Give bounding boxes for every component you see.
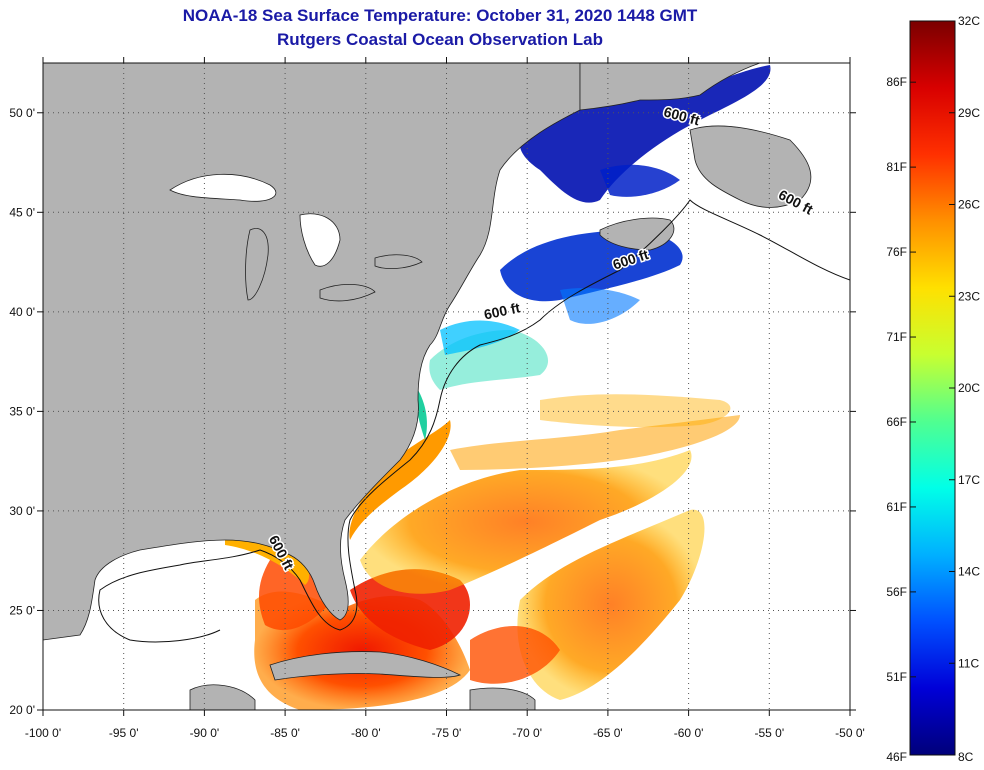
colorbar-celsius-label: 14C [958, 565, 980, 579]
colorbar-fahrenheit-label: 81F [886, 160, 907, 174]
lon-tick-label: -50 0' [835, 726, 865, 740]
lat-tick-label: 20 0' [9, 703, 35, 717]
lon-tick-label: -85 0' [270, 726, 300, 740]
colorbar-fahrenheit-label: 46F [886, 750, 907, 764]
colorbar-celsius-label: 32C [958, 14, 980, 28]
lon-tick-label: -95 0' [109, 726, 139, 740]
colorbar-celsius-label: 17C [958, 473, 980, 487]
colorbar-fahrenheit-label: 86F [886, 75, 907, 89]
colorbar-celsius-label: 29C [958, 106, 980, 120]
latitude-labels: 20 0' 25 0' 30 0' 35 0' 40 0' 45 0' 50 0' [9, 106, 35, 717]
map-layers [43, 63, 850, 710]
map-subtitle: Rutgers Coastal Ocean Observation Lab [277, 30, 603, 49]
colorbar-fahrenheit-label: 51F [886, 670, 907, 684]
lat-tick-label: 30 0' [9, 504, 35, 518]
lon-tick-label: -60 0' [674, 726, 704, 740]
colorbar-labels: 32C 29C 26C 23C 20C 17C 14C 11C 8C 86F 81F 76F 71F 66… [886, 14, 980, 764]
lon-tick-label: -80 0' [351, 726, 381, 740]
great-lakes [169, 173, 423, 302]
lon-tick-label: -55 0' [754, 726, 784, 740]
colorbar-fahrenheit-label: 71F [886, 330, 907, 344]
colorbar-fahrenheit-label: 66F [886, 415, 907, 429]
lat-tick-label: 45 0' [9, 205, 35, 219]
colorbar-celsius-label: 23C [958, 289, 980, 303]
colorbar-fahrenheit-label: 56F [886, 585, 907, 599]
lon-tick-label: -100 0' [25, 726, 61, 740]
colorbar-celsius-label: 8C [958, 750, 974, 764]
colorbar [909, 20, 956, 756]
isobath-600ft-line [98, 199, 850, 643]
land-layer [43, 63, 812, 710]
lon-tick-label: -75 0' [432, 726, 462, 740]
sst-layer [225, 65, 771, 710]
map-title: NOAA-18 Sea Surface Temperature: October… [182, 6, 698, 25]
longitude-labels: -100 0' -95 0' -90 0' -85 0' -80 0' -75 0' -70… [25, 726, 865, 740]
lon-tick-label: -90 0' [190, 726, 220, 740]
lon-tick-label: -70 0' [512, 726, 542, 740]
colorbar-celsius-label: 20C [958, 381, 980, 395]
axis-ticks [37, 57, 856, 716]
colorbar-fahrenheit-label: 76F [886, 245, 907, 259]
colorbar-fahrenheit-label: 61F [886, 500, 907, 514]
lat-tick-label: 35 0' [9, 404, 35, 418]
lon-tick-label: -65 0' [593, 726, 623, 740]
lat-tick-label: 40 0' [9, 305, 35, 319]
lat-tick-label: 25 0' [9, 603, 35, 617]
colorbar-celsius-label: 26C [958, 198, 980, 212]
colorbar-celsius-label: 11C [958, 656, 979, 670]
lat-tick-label: 50 0' [9, 106, 35, 120]
